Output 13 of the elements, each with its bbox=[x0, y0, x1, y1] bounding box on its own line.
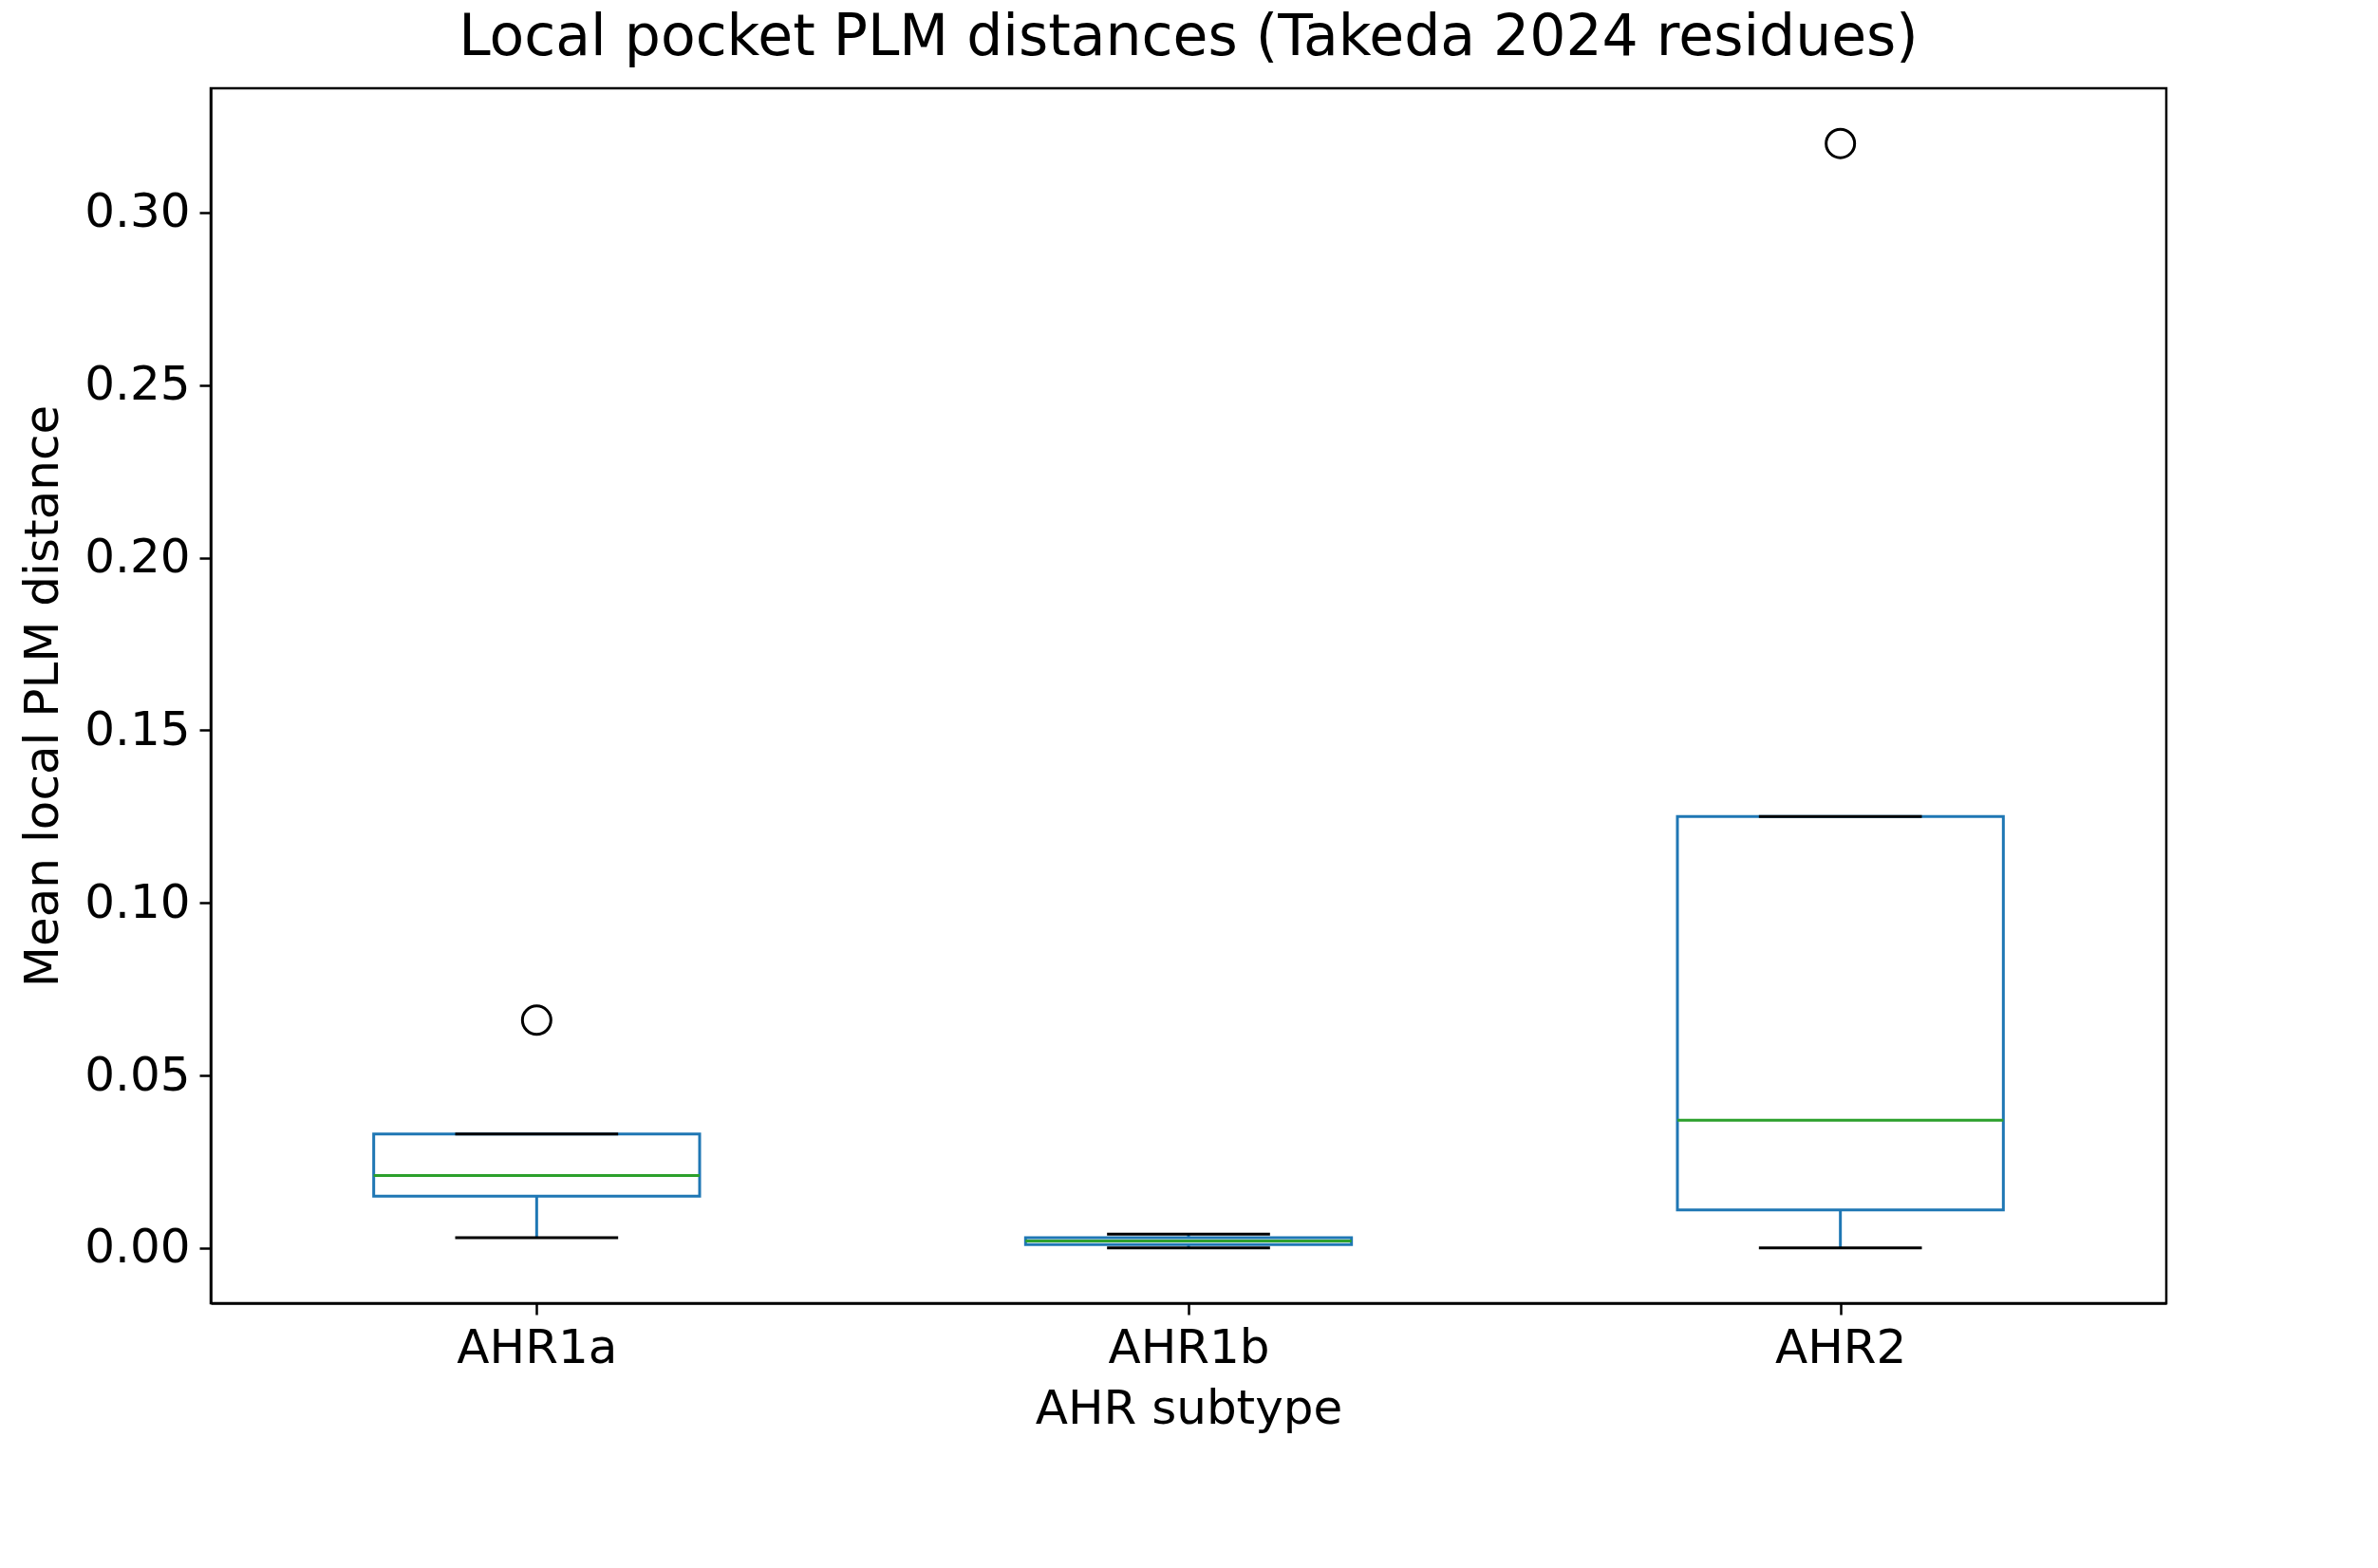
y-tick-label: 0.30 bbox=[84, 183, 191, 239]
chart-title: Local pocket PLM distances (Takeda 2024 residues) bbox=[459, 2, 1919, 68]
y-tick-label: 0.10 bbox=[84, 873, 191, 929]
y-tick-label: 0.05 bbox=[84, 1046, 191, 1102]
y-tick-label: 0.25 bbox=[84, 356, 191, 412]
x-tick-label: AHR2 bbox=[1774, 1318, 1907, 1374]
x-axis-title: AHR subtype bbox=[1035, 1379, 1343, 1435]
y-tick-label: 0.15 bbox=[84, 700, 191, 756]
y-axis-title: Mean local PLM distance bbox=[14, 404, 70, 988]
x-tick-label: AHR1b bbox=[1108, 1318, 1270, 1374]
y-tick-label: 0.00 bbox=[84, 1219, 191, 1275]
x-tick-label: AHR1a bbox=[457, 1318, 618, 1374]
y-tick-label: 0.20 bbox=[84, 529, 191, 585]
